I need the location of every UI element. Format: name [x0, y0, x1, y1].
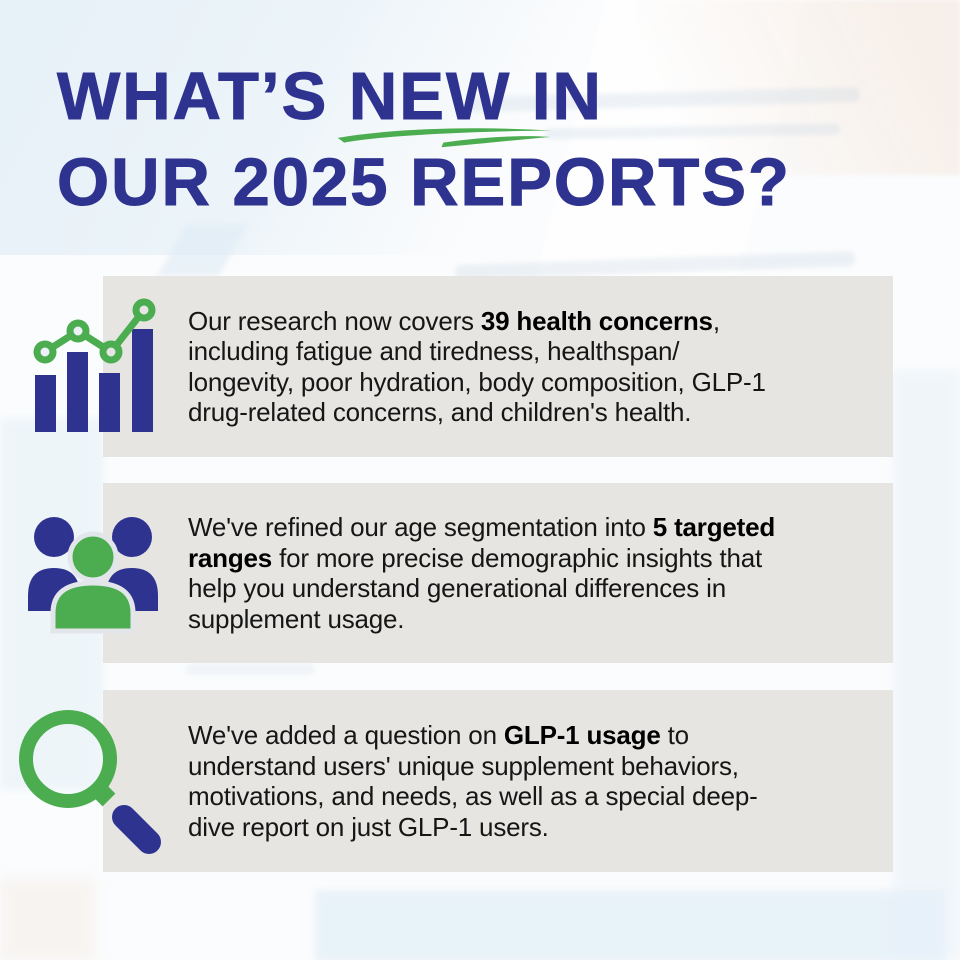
magnifying-glass-icon — [19, 710, 161, 854]
title-highlight-new: NEW — [337, 54, 552, 148]
person-front-green — [50, 531, 136, 634]
bar-chart-trend-icon — [33, 298, 156, 432]
ghost-text-blur — [185, 664, 315, 675]
title-line-1: WHAT’S NEW IN — [56, 54, 791, 148]
card-text-health-concerns: Our research now covers 39 health concer… — [188, 305, 766, 428]
page-title: WHAT’S NEW IN OUR 2025 REPORTS? — [56, 54, 791, 226]
title-text-whats: WHAT’S — [56, 59, 329, 135]
background-right-column — [893, 370, 960, 960]
feature-card-health-concerns: Our research now covers 39 health concer… — [33, 276, 893, 457]
background-bottom-left-tint — [0, 878, 95, 960]
title-highlight-text: NEW — [348, 59, 512, 135]
background-diagonal-shape — [156, 224, 250, 276]
background-bottom-tint — [315, 890, 945, 960]
feature-card-age-ranges: We've refined our age segmentation into … — [28, 483, 893, 663]
title-line-2: OUR 2025 REPORTS? — [57, 145, 791, 221]
people-group-icon — [28, 517, 158, 634]
card-text-age-ranges: We've refined our age segmentation into … — [188, 512, 776, 634]
green-underline-swoosh-icon — [337, 128, 552, 148]
feature-card-glp1: We've added a question on GLP-1 usage to… — [19, 690, 893, 872]
card-text-glp1: We've added a question on GLP-1 usage to… — [188, 720, 758, 842]
title-text-in: IN — [531, 59, 603, 135]
